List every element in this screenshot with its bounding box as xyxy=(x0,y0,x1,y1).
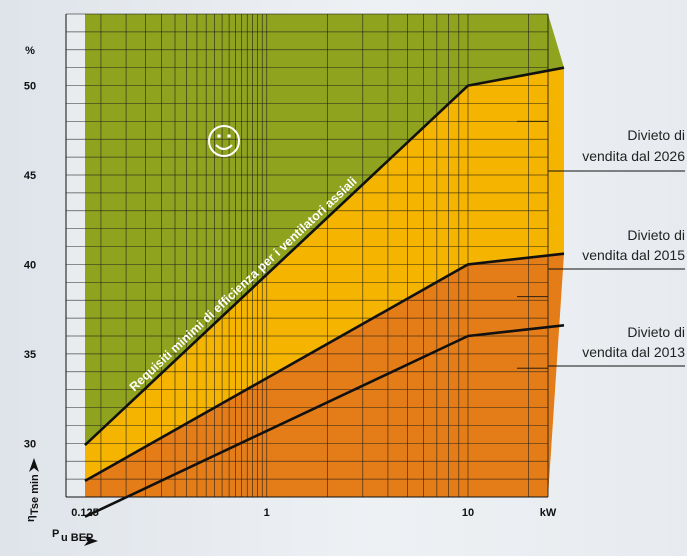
region-label-line1: Divieto di xyxy=(627,324,685,340)
y-tick-label: 45 xyxy=(24,170,36,182)
series-line-1 xyxy=(84,66,565,447)
x-axis-label: P xyxy=(52,528,59,540)
zone-green xyxy=(85,14,565,446)
region-label-line2: vendita dal 2015 xyxy=(582,247,685,263)
y-tick-label: 30 xyxy=(24,438,36,450)
series-line-2 xyxy=(84,252,565,483)
x-unit-label: kW xyxy=(540,507,557,519)
x-tick-label: 0.125 xyxy=(71,507,99,519)
x-axis-arrow-icon xyxy=(84,536,98,546)
zone-2015 xyxy=(85,253,564,497)
x-tick-label: 10 xyxy=(462,507,474,519)
y-tick-label: 35 xyxy=(24,349,36,361)
y-axis-label: η xyxy=(25,515,37,522)
region-label-line2: vendita dal 2026 xyxy=(582,148,685,164)
series-line-3 xyxy=(84,324,565,518)
y-tick-label: 40 xyxy=(24,259,36,271)
region-label-line1: Divieto di xyxy=(627,227,685,243)
plot-left-strip xyxy=(66,14,85,497)
x-tick-label: 1 xyxy=(264,507,270,519)
region-label-line2: vendita dal 2013 xyxy=(582,344,685,360)
y-axis-arrow-icon xyxy=(29,458,39,472)
smiley-icon xyxy=(208,125,240,157)
y-axis-label-sub: Tse min xyxy=(29,474,41,515)
x-axis-label-sub: u BEP xyxy=(61,532,93,544)
region-label-line1: Divieto di xyxy=(627,127,685,143)
zone-2026 xyxy=(85,67,565,481)
y-tick-label: 50 xyxy=(24,81,36,93)
y-unit-label: % xyxy=(25,45,35,57)
